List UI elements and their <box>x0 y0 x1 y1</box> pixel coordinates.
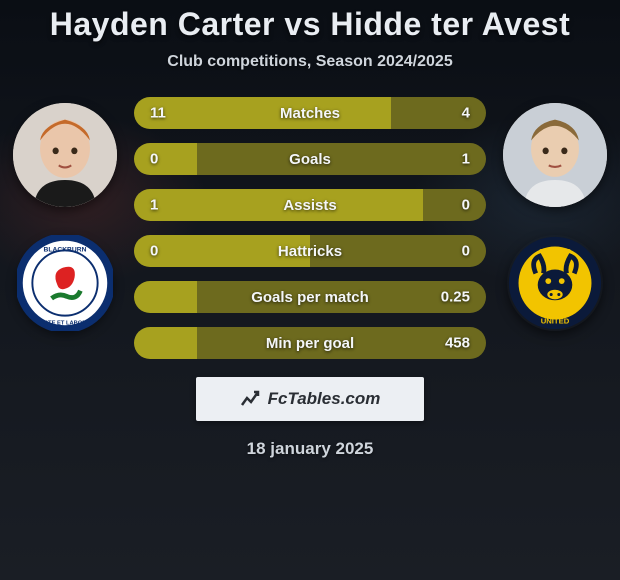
stat-value-right: 0 <box>462 197 470 214</box>
stat-bar: 0 Goals 1 <box>134 143 486 175</box>
right-player-avatar <box>503 103 607 207</box>
club-crest-icon: BLACKBURN ARTE ET LABORE <box>17 235 113 331</box>
right-club-crest: OXFORD UNITED <box>507 235 603 331</box>
stat-label: Matches <box>280 105 340 122</box>
stat-value-right: 1 <box>462 151 470 168</box>
date-text: 18 january 2025 <box>247 439 374 459</box>
stat-bar: Goals per match 0.25 <box>134 281 486 313</box>
stat-label: Goals <box>289 151 331 168</box>
right-side: OXFORD UNITED <box>490 93 620 331</box>
brand-text: FcTables.com <box>268 389 381 409</box>
left-side: BLACKBURN ARTE ET LABORE <box>0 93 130 331</box>
player-face-icon <box>503 103 607 207</box>
brand-footer: FcTables.com <box>196 377 425 421</box>
svg-text:OXFORD: OXFORD <box>539 247 572 256</box>
stat-value-left: 0 <box>150 243 158 260</box>
stat-label: Assists <box>283 197 336 214</box>
stat-bar: 0 Hattricks 0 <box>134 235 486 267</box>
stat-value-left: 0 <box>150 151 158 168</box>
stat-label: Min per goal <box>266 335 354 352</box>
page-subtitle: Club competitions, Season 2024/2025 <box>167 53 452 71</box>
stat-value-right: 458 <box>445 335 470 352</box>
page-title: Hayden Carter vs Hidde ter Avest <box>50 6 570 43</box>
stat-label: Goals per match <box>251 289 369 306</box>
stat-value-right: 0 <box>462 243 470 260</box>
stat-label: Hattricks <box>278 243 342 260</box>
brand-logo-icon <box>240 389 260 409</box>
left-player-avatar <box>13 103 117 207</box>
player-face-icon <box>13 103 117 207</box>
stat-value-right: 4 <box>462 105 470 122</box>
stat-bars: 11Matches40Goals11Assists00Hattricks0Goa… <box>130 93 490 359</box>
svg-text:UNITED: UNITED <box>541 316 570 325</box>
stat-value-right: 0.25 <box>441 289 470 306</box>
stat-value-left: 1 <box>150 197 158 214</box>
stat-bar: Min per goal 458 <box>134 327 486 359</box>
left-club-crest: BLACKBURN ARTE ET LABORE <box>17 235 113 331</box>
stat-value-left: 11 <box>150 105 166 122</box>
club-crest-icon: OXFORD UNITED <box>507 235 603 331</box>
comparison-row: BLACKBURN ARTE ET LABORE 11Matches40Goal… <box>0 93 620 359</box>
stat-bar: 11 Matches 4 <box>134 97 486 129</box>
stat-bar: 1 Assists 0 <box>134 189 486 221</box>
svg-text:BLACKBURN: BLACKBURN <box>44 246 87 253</box>
svg-text:ARTE ET LABORE: ARTE ET LABORE <box>40 320 91 326</box>
